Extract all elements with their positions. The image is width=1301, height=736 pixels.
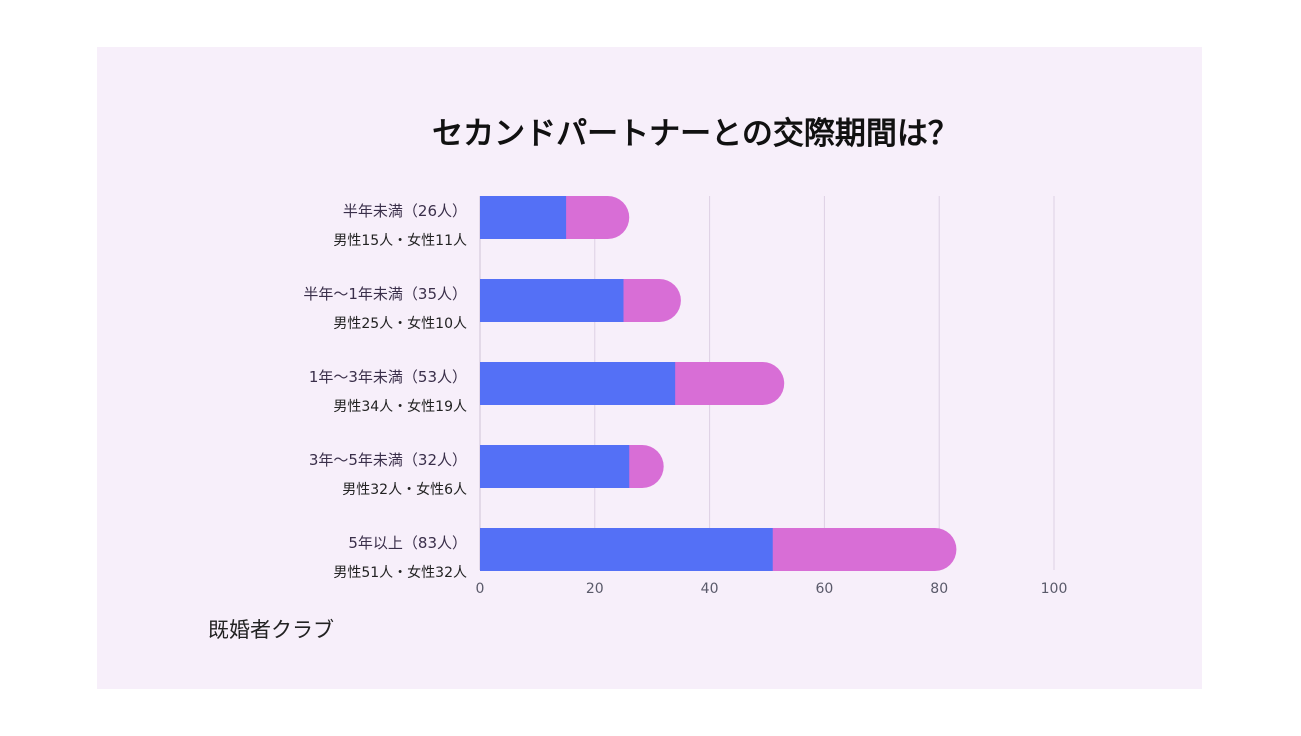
category-label: 1年～3年未満（53人） (309, 368, 467, 386)
category-label: 3年～5年未満（32人） (309, 451, 467, 469)
bar-male (480, 445, 630, 488)
bar-male (480, 362, 676, 405)
category-label: 5年以上（83人） (348, 534, 467, 552)
bar-female (653, 362, 785, 405)
category-label: 半年未満（26人） (343, 202, 467, 220)
x-tick-label: 60 (815, 581, 833, 597)
chart-title: セカンドパートナーとの交際期間は？ (432, 116, 959, 152)
category-label: 半年～1年未満（35人） (303, 285, 467, 303)
category-sublabel: 男性51人・女性32人 (333, 564, 467, 581)
bar-male (480, 279, 624, 322)
bar-male (480, 196, 567, 239)
category-sublabel: 男性15人・女性11人 (333, 232, 467, 249)
x-tick-label: 40 (701, 581, 719, 597)
x-tick-label: 0 (476, 581, 485, 597)
bar-male (480, 528, 773, 571)
source-label: 既婚者クラブ (208, 618, 334, 642)
category-sublabel: 男性34人・女性19人 (333, 398, 467, 415)
x-tick-label: 100 (1041, 581, 1068, 597)
x-tick-label: 80 (930, 581, 948, 597)
category-sublabel: 男性32人・女性6人 (342, 481, 467, 498)
bar-female (751, 528, 957, 571)
category-sublabel: 男性25人・女性10人 (333, 315, 467, 332)
x-tick-label: 20 (586, 581, 604, 597)
